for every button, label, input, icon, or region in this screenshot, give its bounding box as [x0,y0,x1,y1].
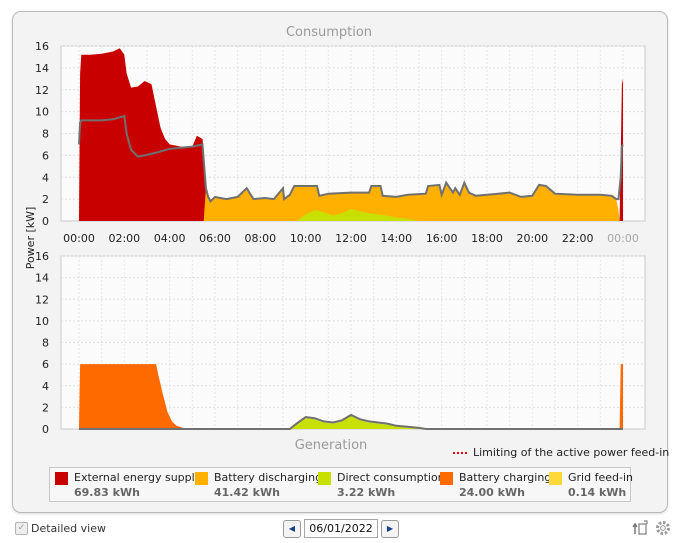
x-tick-label: 22:00 [562,232,594,245]
x-tick-label: 18:00 [471,232,503,245]
series-area [203,182,620,221]
footer-bar: ✓ Detailed view ◀ 06/01/2022 ▶ [0,516,683,543]
x-tick-label: 16:00 [426,232,458,245]
x-tick-label: 02:00 [108,232,140,245]
y-tick-label: 16 [35,40,49,53]
consumption-plot: 0 2 4 6 8 10 12 14 16 00:00 02:00 04:00 06:00 08:00 10… [35,40,646,245]
x-tick-label: 12:00 [335,232,367,245]
previous-day-button[interactable]: ◀ [283,520,301,538]
y-tick-label: 10 [35,106,49,119]
y-tick-label: 2 [42,401,49,414]
next-day-button[interactable]: ▶ [381,520,399,538]
triangle-left-icon: ◀ [288,524,296,533]
series-area [289,416,426,429]
y-tick-label: 8 [42,128,49,141]
y-tick-label: 12 [35,293,49,306]
consumption-title: Consumption [286,25,372,40]
y-tick-label: 10 [35,315,49,328]
limit-note-label: Limiting of the active power feed-in [473,446,670,459]
legend-label: Direct consumption [337,471,445,484]
y-axis-label: Power [kW] [24,207,37,270]
y-tick-label: 2 [42,193,49,206]
legend-label: Battery discharging [214,471,323,484]
legend: External energy supply 69.83 kWh Battery… [49,467,633,502]
x-tick-label: 04:00 [154,232,186,245]
triangle-right-icon: ▶ [386,524,394,533]
y-tick-label: 6 [42,149,49,162]
legend-value: 0.14 kWh [568,486,627,499]
legend-value: 41.42 kWh [214,486,280,499]
series-area [79,48,623,222]
x-tick-label: 06:00 [199,232,231,245]
date-field[interactable]: 06/01/2022 [304,519,378,538]
y-tick-label: 12 [35,84,49,97]
detailed-view-label: Detailed view [31,522,106,535]
x-tick-label: 08:00 [244,232,276,245]
y-tick-label: 16 [35,250,49,263]
y-tick-label: 4 [42,380,49,393]
legend-swatch [549,472,562,485]
y-tick-label: 4 [42,171,49,184]
legend-swatch [195,472,208,485]
legend-value: 3.22 kWh [337,486,396,499]
legend-label: External energy supply [74,471,202,484]
x-tick-label: 10:00 [290,232,322,245]
y-tick-label: 14 [35,272,49,285]
x-tick-label: 14:00 [380,232,412,245]
x-tick-label: 20:00 [516,232,548,245]
y-tick-label: 14 [35,62,49,75]
legend-swatch [318,472,331,485]
export-icon[interactable] [632,519,650,537]
series-area [79,364,623,429]
x-tick-label: 00:00 [63,232,95,245]
legend-swatch [440,472,453,485]
detailed-view-checkbox[interactable]: ✓ [15,522,28,535]
legend-swatch [55,472,68,485]
series-area [296,209,419,221]
settings-gear-icon[interactable] [654,519,672,537]
limit-note: Limiting of the active power feed-in [453,446,669,459]
x-tick-label: 00:00 [607,232,639,245]
total-line [79,413,623,430]
y-tick-label: 0 [42,215,49,228]
legend-value: 24.00 kWh [459,486,525,499]
legend-label: Grid feed-in [568,471,633,484]
y-tick-label: 8 [42,337,49,350]
limit-line-icon [453,452,467,454]
legend-label: Battery charging [459,471,552,484]
generation-title: Generation [295,438,368,453]
generation-plot: 0 2 4 6 8 10 12 14 16 [35,250,646,436]
y-tick-label: 0 [42,423,49,436]
total-line [78,114,624,203]
y-tick-label: 6 [42,358,49,371]
legend-value: 69.83 kWh [74,486,140,499]
